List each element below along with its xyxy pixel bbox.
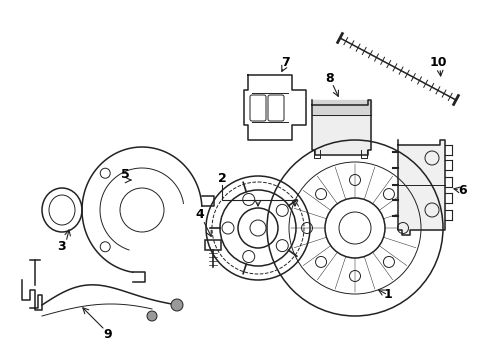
Polygon shape bbox=[397, 140, 444, 235]
Text: 10: 10 bbox=[428, 55, 446, 68]
Text: 7: 7 bbox=[280, 55, 289, 68]
Text: 5: 5 bbox=[121, 168, 129, 181]
Circle shape bbox=[147, 311, 157, 321]
Text: 2: 2 bbox=[217, 171, 226, 184]
Text: 1: 1 bbox=[383, 288, 391, 302]
Circle shape bbox=[171, 299, 183, 311]
Text: 4: 4 bbox=[195, 208, 204, 221]
Text: 3: 3 bbox=[58, 239, 66, 252]
Text: 8: 8 bbox=[325, 72, 334, 85]
Text: 9: 9 bbox=[103, 328, 112, 342]
Polygon shape bbox=[311, 100, 370, 155]
Polygon shape bbox=[311, 100, 370, 115]
Text: 6: 6 bbox=[458, 184, 467, 197]
